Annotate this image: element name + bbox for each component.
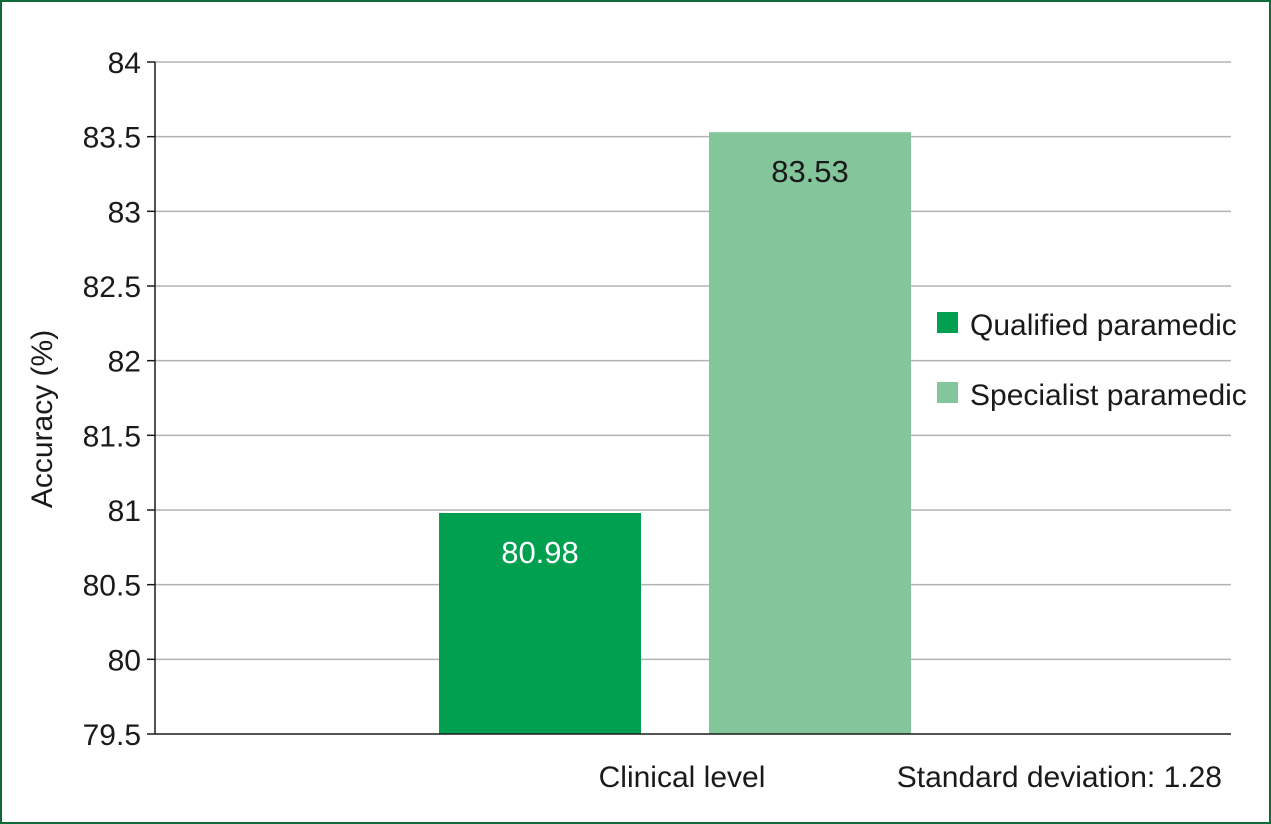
legend-label-qualified-paramedic: Qualified paramedic (970, 309, 1237, 342)
axes (154, 62, 1231, 735)
y-tick-label: 83.5 (83, 122, 141, 155)
gridlines (155, 61, 1231, 661)
data-label-qualified-paramedic: 80.98 (501, 535, 579, 570)
y-tick-label: 81 (108, 495, 141, 528)
bar-qualified-paramedic (439, 512, 641, 734)
bar-specialist-paramedic (709, 132, 911, 735)
y-axis-title: Accuracy (%) (26, 330, 59, 508)
legend-label-specialist-paramedic: Specialist paramedic (970, 379, 1247, 412)
y-tick-label: 81.5 (83, 420, 141, 453)
legend: Qualified paramedic Specialist paramedic (937, 309, 1247, 412)
data-label-specialist-paramedic: 83.53 (771, 154, 849, 189)
y-tick-label: 80 (108, 644, 141, 677)
legend-swatch-qualified-paramedic (937, 312, 958, 333)
y-tick-label: 82 (108, 346, 141, 379)
standard-deviation-note: Standard deviation: 1.28 (897, 761, 1222, 794)
y-tick-label: 82.5 (83, 271, 141, 304)
y-tick-label: 80.5 (83, 570, 141, 603)
legend-swatch-specialist-paramedic (937, 382, 958, 403)
y-tick-labels: 79.5 80 80.5 81 81.5 82 82.5 83 83.5 84 (83, 47, 155, 752)
y-tick-label: 79.5 (83, 719, 141, 752)
x-axis-title: Clinical level (599, 761, 766, 794)
y-tick-label: 84 (108, 47, 141, 80)
bars (439, 132, 911, 735)
data-labels: 80.98 83.53 (501, 154, 849, 570)
y-tick-label: 83 (108, 196, 141, 229)
